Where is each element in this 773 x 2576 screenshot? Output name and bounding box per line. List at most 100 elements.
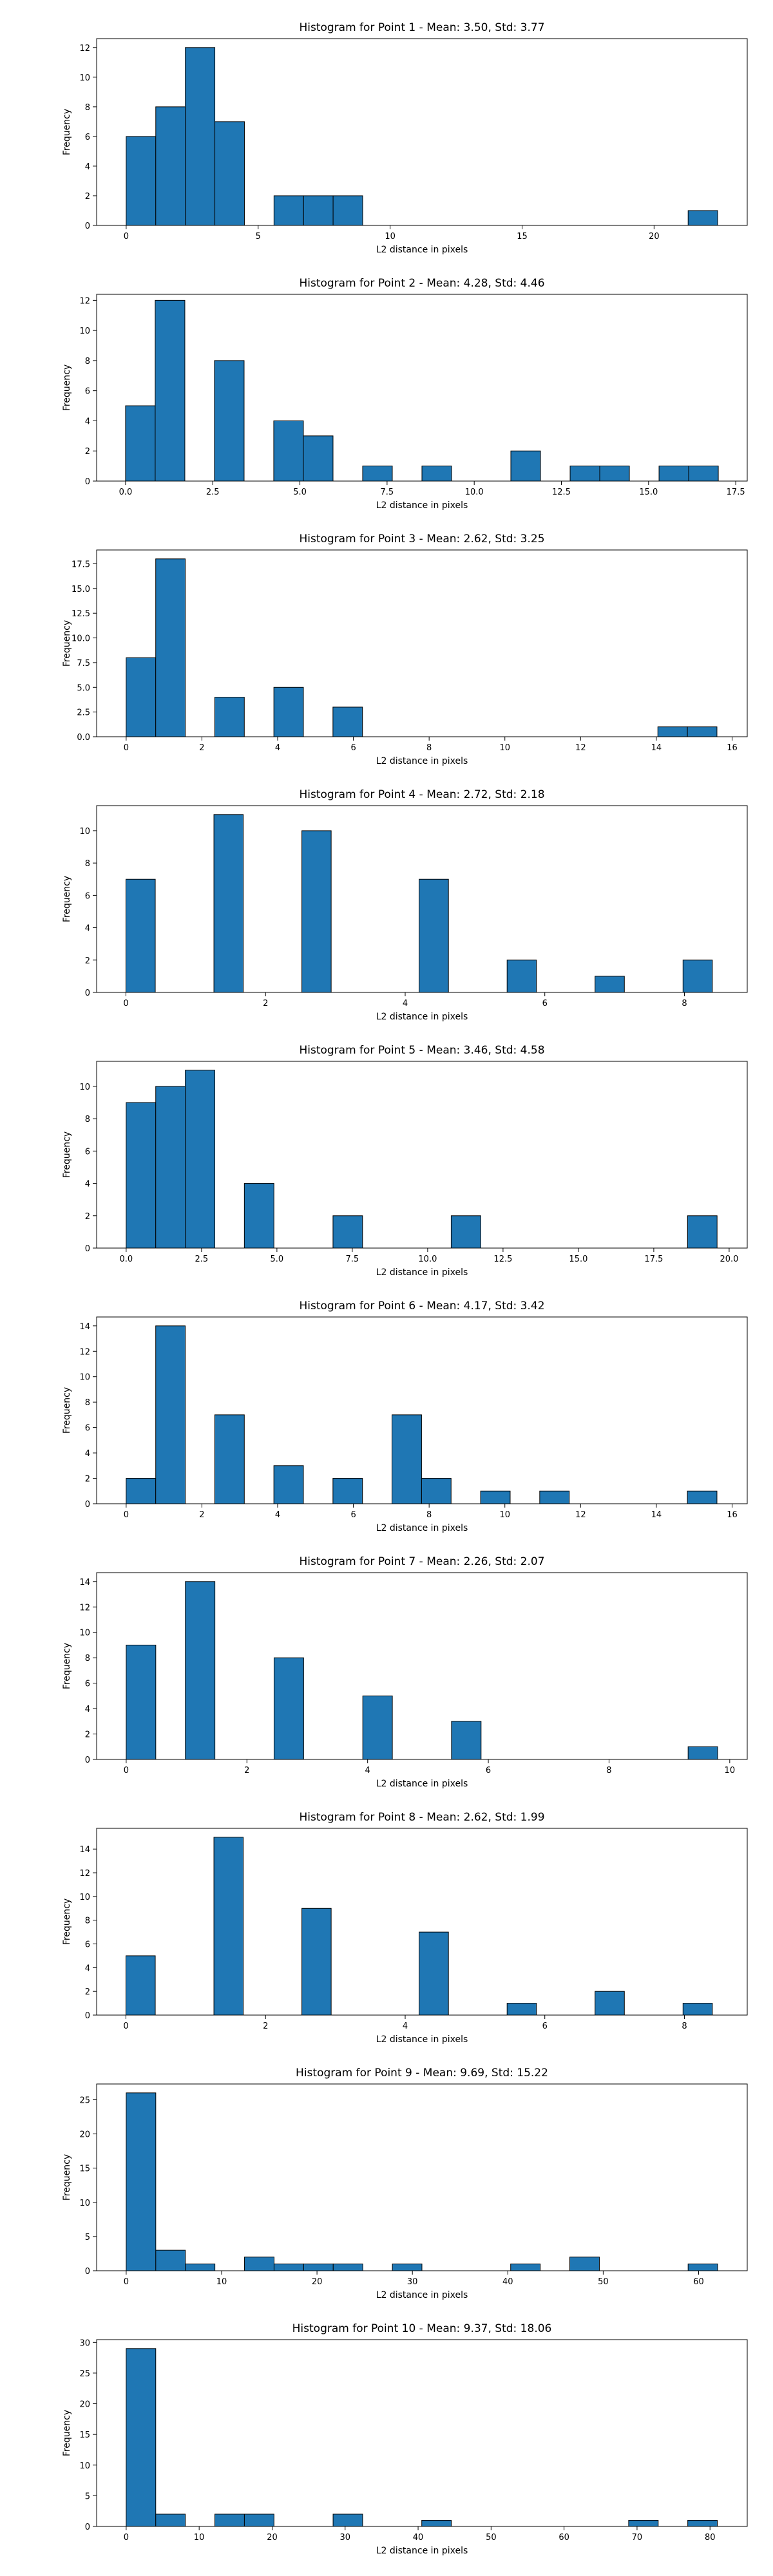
y-tick-label: 15: [79, 2430, 90, 2440]
y-tick-label: 8: [85, 1398, 90, 1408]
bar-1-5: [273, 195, 304, 226]
bar-10-5: [332, 2514, 363, 2527]
chart-title: Histogram for Point 1 - Mean: 3.50, Std:…: [299, 21, 544, 34]
y-tick-label: 0: [85, 1500, 90, 1510]
x-tick-label: 80: [705, 2533, 716, 2543]
bar-8-6: [595, 1991, 625, 2016]
bar-7-4: [362, 1695, 393, 1760]
histogram-panel-3: 0 2 4 6 8 10 12 14 16 0.0 2.5 5.0 7.5 10.0 12.5 15.0 17.…: [62, 533, 748, 766]
histogram-panel-6: 0 2 4 6 8 10 12 14 16 0 2 4 6 8 10 12 14 Histogram for Po…: [62, 1300, 748, 1533]
x-tick-label: 10: [725, 1766, 736, 1776]
bar-5-6: [450, 1215, 481, 1249]
bar-1-8: [687, 210, 718, 226]
y-tick-label: 10: [79, 2199, 90, 2208]
x-tick-label: 0.0: [119, 488, 133, 497]
bar-5-5: [332, 1215, 363, 1249]
y-tick-label: 15.0: [72, 585, 90, 594]
y-tick-label: 12.5: [72, 609, 90, 619]
y-tick-label: 0: [85, 2267, 90, 2277]
x-tick-label: 0: [123, 2022, 128, 2031]
bar-4-1: [126, 878, 156, 993]
y-tick-label: 25: [79, 2096, 90, 2105]
y-tick-label: 10: [79, 73, 90, 83]
bar-9-10: [569, 2257, 600, 2271]
bar-3-2: [155, 558, 186, 737]
bar-1-3: [185, 47, 216, 226]
bar-4-2: [213, 814, 244, 993]
bar-6-9: [539, 1490, 570, 1504]
bar-6-2: [155, 1325, 186, 1504]
chart-title: Histogram for Point 9 - Mean: 9.69, Std:…: [296, 2067, 548, 2079]
bar-4-6: [595, 976, 625, 993]
y-tick-label: 30: [79, 2338, 90, 2348]
bar-1-7: [332, 195, 363, 226]
x-tick-label: 12.5: [493, 1255, 512, 1264]
y-tick-label: 4: [85, 924, 90, 934]
y-tick-label: 4: [85, 1705, 90, 1714]
y-axis-label: Frequency: [62, 1132, 72, 1178]
x-tick-label: 10.0: [465, 488, 484, 497]
bar-9-3: [185, 2263, 216, 2271]
axes-frame: [96, 38, 748, 226]
x-tick-label: 14: [651, 743, 662, 753]
x-tick-label: 2: [263, 2022, 268, 2031]
x-tick-label: 5: [256, 232, 261, 242]
bar-8-4: [419, 1931, 449, 2016]
bar-9-4: [244, 2257, 274, 2271]
bar-1-2: [155, 106, 186, 226]
x-tick-label: 8: [606, 1766, 611, 1776]
x-axis-label: L2 distance in pixels: [376, 1523, 468, 1533]
x-tick-label: 6: [542, 2022, 548, 2031]
y-tick-label: 2: [85, 1212, 90, 1222]
x-tick-label: 10: [194, 2533, 205, 2543]
bar-2-12: [688, 466, 719, 482]
x-tick-label: 0.0: [120, 1255, 133, 1264]
bar-2-5: [303, 435, 334, 482]
x-tick-label: 12.5: [552, 488, 571, 497]
bar-3-7: [687, 726, 718, 737]
bar-2-4: [273, 420, 304, 482]
bar-9-8: [392, 2263, 423, 2271]
x-tick-label: 5.0: [271, 1255, 284, 1264]
y-tick-label: 2.5: [77, 708, 90, 718]
x-tick-label: 7.5: [346, 1255, 359, 1264]
y-tick-label: 6: [85, 133, 90, 142]
x-tick-label: 14: [651, 1510, 662, 1520]
y-tick-label: 12: [79, 1603, 90, 1613]
bar-2-10: [599, 466, 630, 482]
x-tick-label: 0: [124, 743, 129, 753]
y-tick-label: 6: [85, 387, 90, 397]
histogram-panel-1: 0 5 10 15 20 0 2 4 6 8 10 12 Histogram for Point 1 -…: [62, 21, 748, 255]
bar-9-1: [126, 2092, 157, 2271]
x-tick-label: 10: [216, 2277, 227, 2287]
x-tick-label: 8: [682, 2022, 687, 2031]
y-tick-label: 4: [85, 1964, 90, 1973]
chart-title: Histogram for Point 6 - Mean: 4.17, Std:…: [299, 1300, 544, 1312]
x-tick-label: 16: [727, 1510, 738, 1520]
y-tick-label: 2: [85, 192, 90, 202]
y-tick-label: 10.0: [72, 634, 90, 644]
bar-4-3: [301, 830, 332, 993]
bar-10-8: [687, 2519, 718, 2527]
x-tick-label: 0: [124, 232, 129, 242]
bar-5-1: [126, 1102, 157, 1249]
axes-frame: [96, 2083, 748, 2271]
x-tick-label: 15: [517, 232, 528, 242]
bar-9-2: [155, 2249, 186, 2271]
bar-3-4: [273, 687, 304, 737]
bar-3-6: [657, 726, 688, 737]
x-tick-label: 30: [407, 2277, 418, 2287]
x-tick-label: 0: [124, 2533, 129, 2543]
bar-3-5: [332, 706, 363, 737]
x-tick-label: 17.5: [727, 488, 745, 497]
y-tick-label: 6: [85, 891, 90, 901]
axes-frame: [96, 294, 748, 482]
bar-10-7: [628, 2519, 659, 2527]
y-tick-label: 2: [85, 1730, 90, 1740]
bar-2-6: [362, 466, 393, 482]
histogram-panel-2: 0.0 2.5 5.0 7.5 10.0 12.5 15.0 17.5 0 2 4 6 8 10 12 His…: [62, 277, 748, 511]
x-tick-label: 6: [542, 999, 548, 1009]
bar-6-6: [392, 1414, 422, 1504]
bar-2-3: [214, 360, 245, 482]
bar-9-9: [510, 2263, 541, 2271]
